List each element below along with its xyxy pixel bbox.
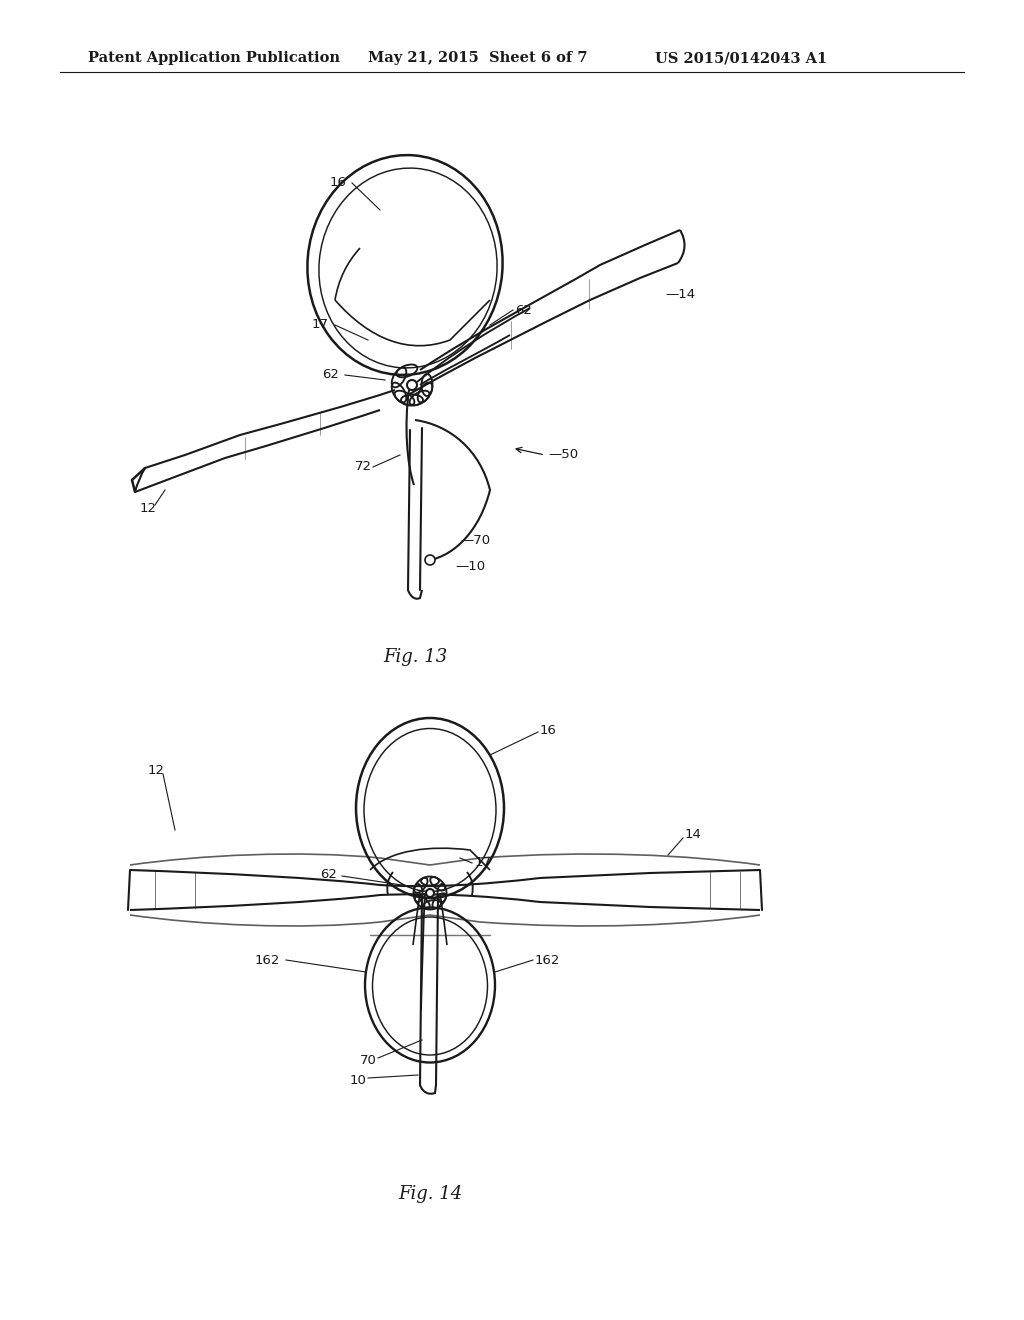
Text: Patent Application Publication: Patent Application Publication bbox=[88, 51, 340, 65]
Text: 17: 17 bbox=[312, 318, 329, 331]
Text: —10: —10 bbox=[455, 561, 485, 573]
Text: 17: 17 bbox=[475, 855, 492, 869]
Text: 62: 62 bbox=[515, 304, 531, 317]
Circle shape bbox=[425, 554, 435, 565]
Text: Fig. 13: Fig. 13 bbox=[383, 648, 447, 667]
Text: 12: 12 bbox=[148, 763, 165, 776]
Text: 70: 70 bbox=[360, 1053, 377, 1067]
Text: 162: 162 bbox=[255, 953, 281, 966]
Text: 16: 16 bbox=[540, 723, 557, 737]
Text: 12: 12 bbox=[140, 502, 157, 515]
Text: May 21, 2015  Sheet 6 of 7: May 21, 2015 Sheet 6 of 7 bbox=[368, 51, 588, 65]
Text: —50: —50 bbox=[548, 449, 579, 462]
Circle shape bbox=[426, 888, 434, 898]
Text: US 2015/0142043 A1: US 2015/0142043 A1 bbox=[655, 51, 827, 65]
Text: 10: 10 bbox=[350, 1073, 367, 1086]
Text: —70: —70 bbox=[460, 533, 490, 546]
Text: 62: 62 bbox=[319, 869, 337, 882]
Text: 72: 72 bbox=[355, 461, 372, 474]
Text: 14: 14 bbox=[685, 829, 701, 842]
Text: Fig. 14: Fig. 14 bbox=[398, 1185, 462, 1203]
Text: 16: 16 bbox=[330, 177, 347, 190]
Text: 162: 162 bbox=[535, 953, 560, 966]
Text: —14: —14 bbox=[665, 289, 695, 301]
Text: 62: 62 bbox=[322, 368, 339, 381]
Circle shape bbox=[407, 380, 417, 389]
